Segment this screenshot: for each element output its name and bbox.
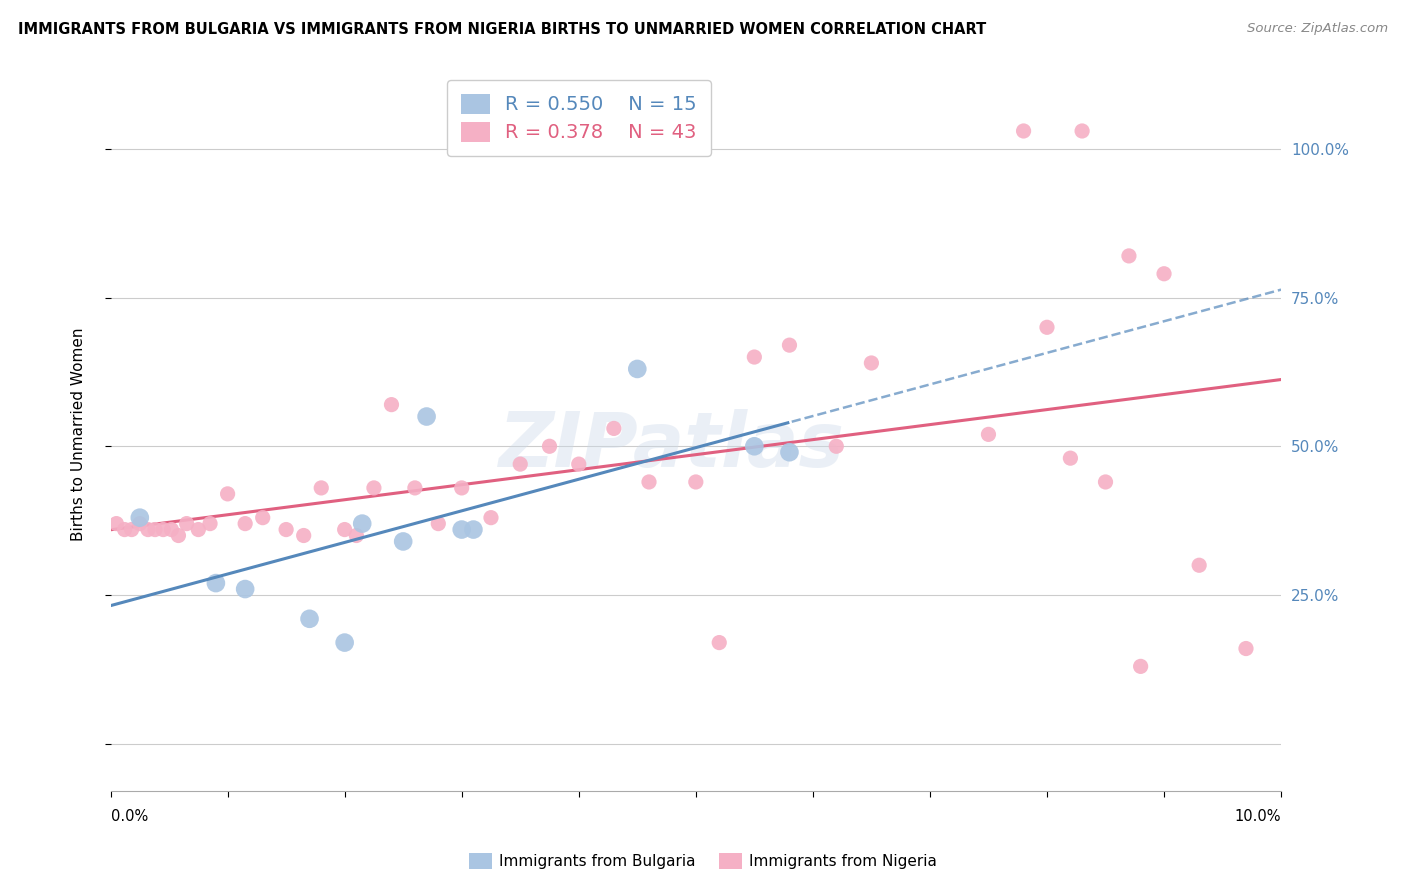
Point: [114, 523, 136, 537]
Text: ZIPatlas: ZIPatlas: [499, 409, 845, 483]
Point: [626, 362, 648, 376]
Point: [233, 516, 256, 531]
Point: [404, 481, 426, 495]
Point: [160, 523, 183, 537]
Point: [1036, 320, 1059, 334]
Point: [167, 528, 190, 542]
Point: [1071, 124, 1094, 138]
Point: [309, 481, 332, 495]
Point: [363, 481, 385, 495]
Point: [333, 523, 356, 537]
Point: [778, 445, 800, 459]
Point: [450, 523, 472, 537]
Point: [568, 457, 591, 471]
Point: [121, 523, 143, 537]
Y-axis label: Births to Unmarried Women: Births to Unmarried Women: [72, 327, 86, 541]
Point: [1059, 451, 1081, 466]
Point: [298, 612, 321, 626]
Point: [825, 439, 848, 453]
Point: [860, 356, 883, 370]
Text: 0.0%: 0.0%: [111, 809, 148, 824]
Point: [205, 576, 228, 591]
Point: [778, 338, 800, 352]
Point: [479, 510, 502, 524]
Point: [392, 534, 415, 549]
Point: [709, 635, 731, 649]
Point: [380, 398, 402, 412]
Point: [977, 427, 1000, 442]
Point: [187, 523, 209, 537]
Point: [1012, 124, 1035, 138]
Point: [1094, 475, 1116, 489]
Point: [450, 481, 472, 495]
Point: [1118, 249, 1140, 263]
Text: Source: ZipAtlas.com: Source: ZipAtlas.com: [1247, 22, 1388, 36]
Legend: R = 0.550    N = 15, R = 0.378    N = 43: R = 0.550 N = 15, R = 0.378 N = 43: [447, 80, 710, 156]
Point: [333, 635, 356, 649]
Point: [509, 457, 531, 471]
Point: [685, 475, 707, 489]
Legend: Immigrants from Bulgaria, Immigrants from Nigeria: Immigrants from Bulgaria, Immigrants fro…: [463, 847, 943, 875]
Point: [128, 510, 150, 524]
Point: [136, 523, 159, 537]
Point: [217, 487, 239, 501]
Point: [415, 409, 437, 424]
Point: [276, 523, 298, 537]
Point: [427, 516, 450, 531]
Point: [152, 523, 174, 537]
Point: [744, 350, 766, 364]
Point: [233, 582, 256, 596]
Point: [292, 528, 315, 542]
Point: [463, 523, 485, 537]
Point: [538, 439, 561, 453]
Text: IMMIGRANTS FROM BULGARIA VS IMMIGRANTS FROM NIGERIA BIRTHS TO UNMARRIED WOMEN CO: IMMIGRANTS FROM BULGARIA VS IMMIGRANTS F…: [18, 22, 987, 37]
Point: [105, 516, 128, 531]
Point: [128, 516, 150, 531]
Point: [1153, 267, 1175, 281]
Point: [198, 516, 221, 531]
Point: [352, 516, 374, 531]
Point: [143, 523, 166, 537]
Point: [744, 439, 766, 453]
Point: [344, 528, 367, 542]
Point: [1234, 641, 1257, 656]
Point: [176, 516, 198, 531]
Point: [1188, 558, 1211, 573]
Point: [638, 475, 661, 489]
Point: [603, 421, 626, 435]
Text: 10.0%: 10.0%: [1234, 809, 1281, 824]
Point: [252, 510, 274, 524]
Point: [1129, 659, 1152, 673]
